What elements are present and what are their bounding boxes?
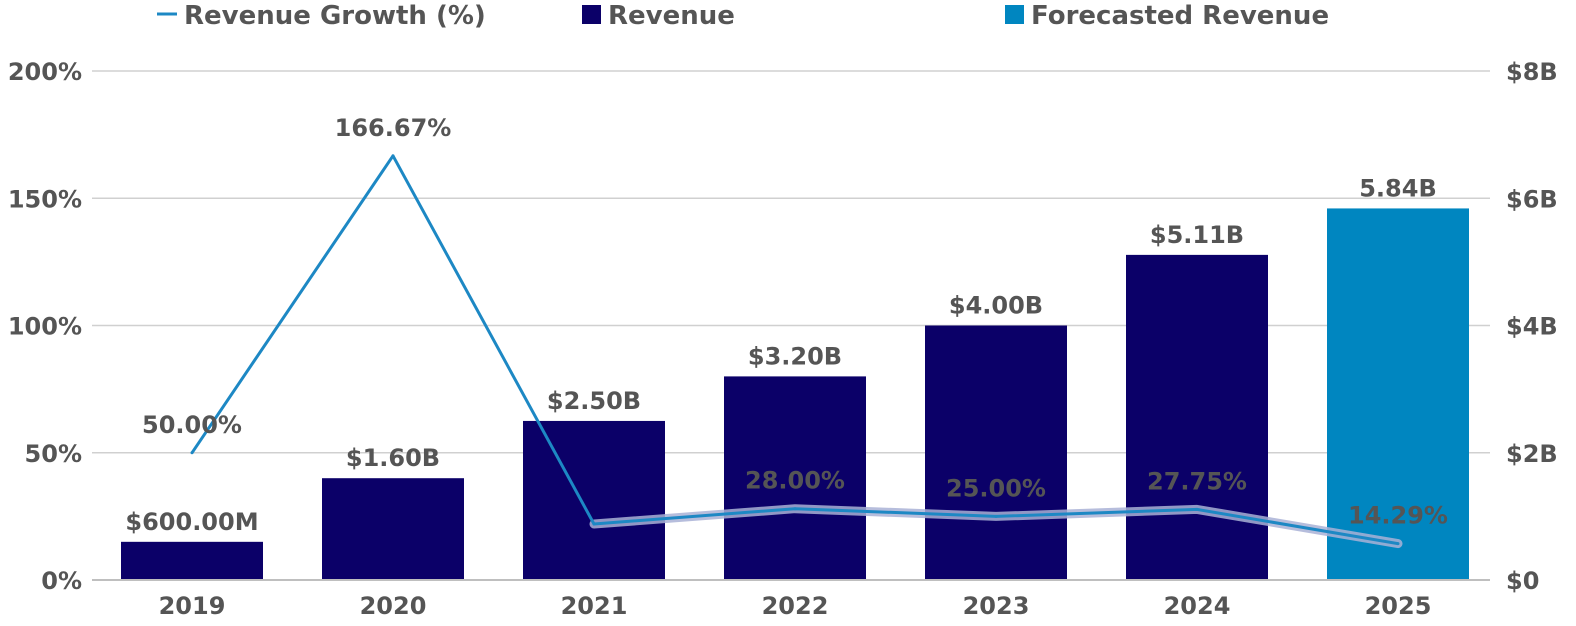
bar-value-label: $1.60B — [346, 444, 440, 472]
revenue-bar — [925, 325, 1067, 580]
growth-point — [1195, 507, 1199, 511]
x-tick-label: 2024 — [1164, 592, 1231, 620]
bars — [121, 208, 1469, 580]
forecast-revenue-bar — [1327, 208, 1469, 580]
x-tick-label: 2020 — [360, 592, 427, 620]
y-right-tick-label: $4B — [1506, 313, 1558, 341]
y-left-tick-label: 0% — [41, 567, 82, 595]
y-right-tick-label: $0 — [1506, 567, 1539, 595]
growth-point — [1396, 542, 1400, 546]
growth-point — [592, 522, 596, 526]
x-tick-label: 2019 — [159, 592, 226, 620]
y-left-tick-label: 100% — [8, 313, 82, 341]
growth-value-label: 14.29% — [1348, 502, 1448, 530]
legend-label: Revenue — [608, 1, 735, 31]
legend: Revenue Growth (%) Revenue Forecasted Reve… — [157, 1, 1329, 31]
x-tick-label: 2023 — [963, 592, 1030, 620]
growth-value-label: 50.00% — [142, 411, 242, 439]
y-left-tick-label: 200% — [8, 58, 82, 86]
growth-value-label: 27.75% — [1147, 467, 1247, 495]
y-left-tick-label: 50% — [25, 440, 82, 468]
growth-value-label: 28.00% — [745, 467, 845, 495]
revenue-bar — [724, 376, 866, 580]
axes: 0% 50% 100% 150% 200% $0 $2B $4B $6B $8B 2019 2020 2… — [8, 58, 1558, 620]
bar-value-label: $4.00B — [949, 292, 1043, 320]
legend-label: Forecasted Revenue — [1031, 1, 1329, 31]
y-right-tick-label: $2B — [1506, 440, 1558, 468]
x-tick-label: 2021 — [561, 592, 628, 620]
legend-label: Revenue Growth (%) — [184, 1, 486, 31]
revenue-bar — [523, 420, 665, 580]
y-right-tick-label: $6B — [1506, 185, 1558, 213]
legend-item: Revenue Growth (%) — [157, 1, 486, 31]
bar-value-label: $3.20B — [748, 342, 842, 370]
growth-point — [793, 507, 797, 511]
legend-item: Forecasted Revenue — [1005, 1, 1329, 31]
revenue-bar — [121, 541, 263, 580]
growth-point — [190, 451, 194, 455]
bar-value-label: $5.11B — [1150, 221, 1244, 249]
growth-point — [391, 154, 395, 158]
growth-line — [190, 154, 1403, 549]
growth-point — [994, 514, 998, 518]
y-right-tick-label: $8B — [1506, 58, 1558, 86]
x-tick-label: 2025 — [1365, 592, 1432, 620]
x-tick-label: 2022 — [762, 592, 829, 620]
legend-item: Revenue — [582, 1, 735, 31]
bar-value-label: 5.84B — [1359, 174, 1437, 202]
legend-square-swatch — [582, 5, 601, 24]
revenue-bar — [1126, 254, 1268, 580]
growth-value-label: 25.00% — [946, 474, 1046, 502]
data-labels: $600.00M $1.60B $2.50B $3.20B $4.00B $5.11B 5.… — [125, 114, 1448, 536]
bar-value-label: $2.50B — [547, 387, 641, 415]
bar-value-label: $600.00M — [125, 508, 258, 536]
legend-square-swatch — [1005, 5, 1024, 24]
revenue-bar — [322, 478, 464, 580]
growth-value-label: 166.67% — [335, 114, 452, 142]
y-left-tick-label: 150% — [8, 185, 82, 213]
